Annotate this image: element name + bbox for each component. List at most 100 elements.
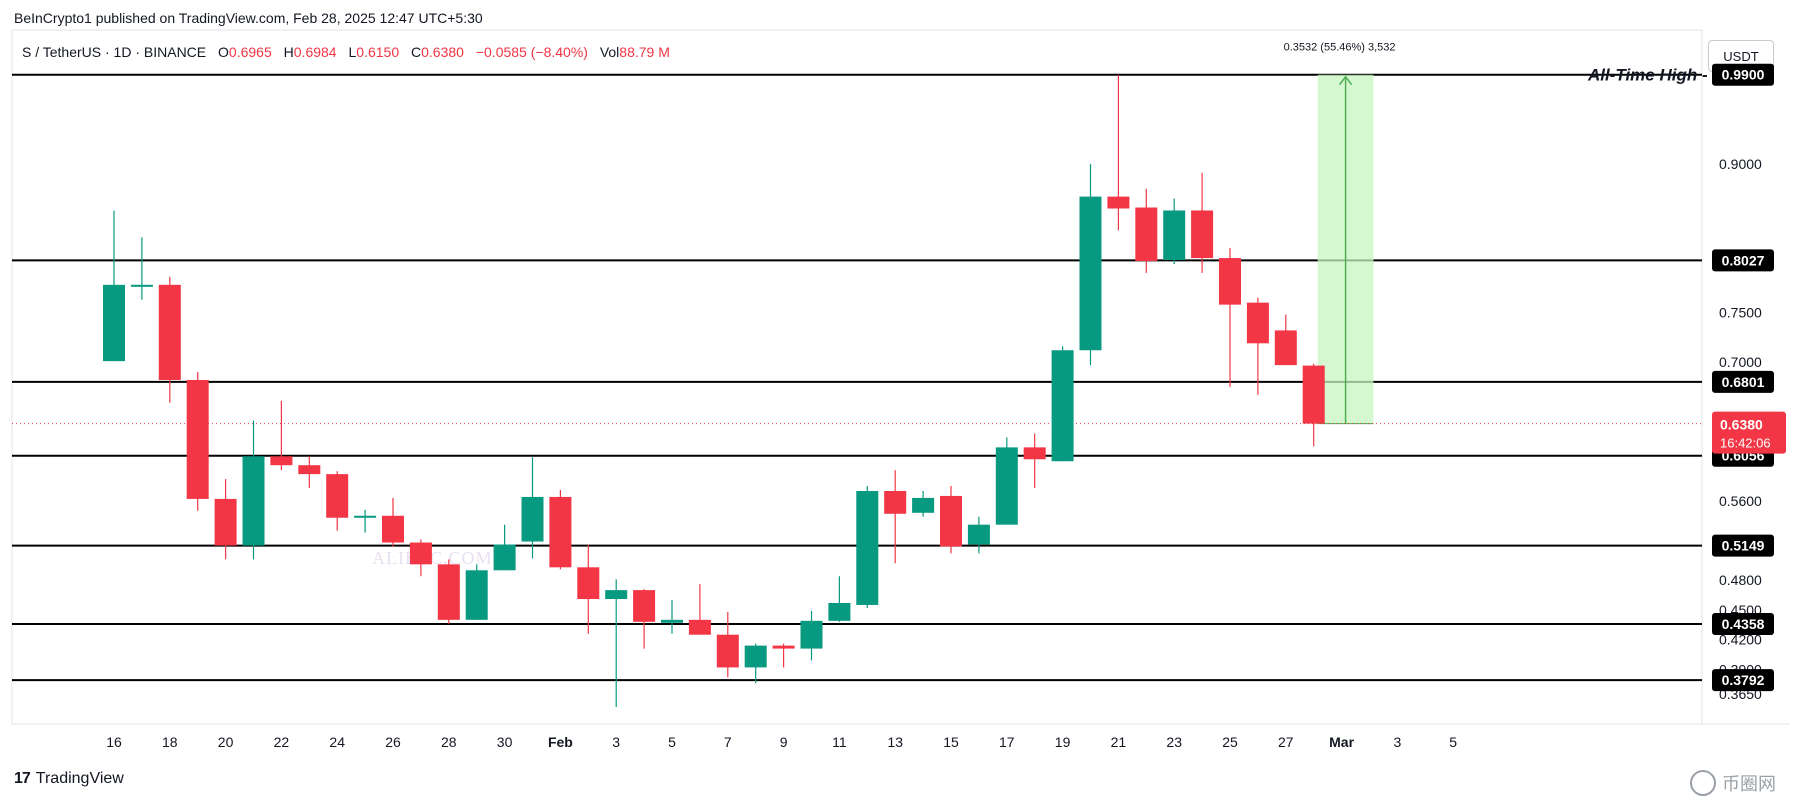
ath-annotation: All-Time High - (1587, 66, 1708, 85)
candle-body (995, 447, 1018, 525)
y-tick-label: 0.9000 (1719, 156, 1762, 172)
high-label: H (283, 44, 294, 60)
candle-body (1191, 210, 1214, 259)
x-tick-label: Mar (1329, 734, 1354, 750)
site-mark-text: 币圈网 (1722, 774, 1776, 794)
y-tick-label: 0.7500 (1719, 305, 1762, 321)
x-tick-label: 21 (1111, 734, 1127, 750)
candle-body (409, 542, 432, 565)
level-badge (1712, 249, 1774, 272)
x-tick-label: 20 (218, 734, 234, 750)
tradingview-brand: TradingView (35, 770, 124, 787)
coin-logo-icon (1690, 770, 1716, 796)
high-value: 0.6984 (293, 44, 337, 60)
level-badge (1712, 63, 1774, 86)
level-badge-label: 0.5149 (1722, 538, 1765, 554)
candle-body (912, 497, 935, 513)
candle-body (967, 524, 990, 545)
candle-body (1079, 196, 1102, 351)
tradingview-logo-icon: 17 (14, 770, 31, 787)
x-tick-label: 22 (274, 734, 290, 750)
low-label: L (348, 44, 357, 60)
plot-border (11, 29, 1703, 725)
x-tick-label: 18 (162, 734, 178, 750)
y-tick-label: 0.5600 (1719, 493, 1762, 509)
candle-body (158, 284, 181, 380)
x-tick-label: 11 (832, 734, 847, 750)
x-tick-label: Feb (548, 734, 573, 750)
close-label: C (411, 44, 422, 60)
candle-body (688, 619, 711, 635)
candle-body (633, 590, 656, 622)
candle-body (1107, 196, 1130, 209)
candle-body (577, 567, 600, 600)
level-badge (1712, 534, 1774, 557)
level-badge-label: 0.8027 (1722, 252, 1765, 268)
vol-label: Vol (599, 44, 620, 60)
x-tick-label: 24 (329, 734, 345, 750)
y-tick-label: 0.7000 (1719, 354, 1762, 370)
open-label: O (218, 44, 229, 60)
x-tick-label: 5 (668, 734, 676, 750)
candle-body (186, 379, 209, 499)
current-price-badge (1712, 411, 1786, 454)
candle-body (1246, 302, 1269, 344)
x-tick-label: 9 (780, 734, 788, 750)
candle-body (382, 515, 404, 543)
candle-body (521, 496, 544, 542)
candle-body (800, 620, 823, 649)
candle-body (103, 284, 125, 362)
level-badge (1712, 669, 1774, 692)
x-tick-label: 5 (1449, 734, 1457, 750)
level-badge-label: 0.4358 (1722, 616, 1765, 632)
candle-body (828, 602, 851, 621)
candle-body (716, 634, 739, 668)
publisher-header: BeInCrypto1 published on TradingView.com… (14, 10, 483, 26)
candle-body (270, 456, 293, 466)
x-tick-label: 3 (612, 734, 620, 750)
candle-body (130, 284, 153, 287)
candle-body (1302, 365, 1325, 424)
close-value: 0.6380 (421, 44, 464, 60)
x-tick-label: 23 (1166, 734, 1182, 750)
candle-body (1219, 258, 1241, 305)
change-value: −0.0585 (−8.40%) (475, 44, 588, 60)
candle-body (242, 456, 265, 546)
candle-body (1163, 210, 1186, 261)
candle-body (1051, 350, 1074, 462)
vol-value: 88.79 M (619, 44, 670, 60)
x-tick-label: 25 (1222, 734, 1238, 750)
y-tick-label: 0.4800 (1719, 572, 1762, 588)
level-badge (1712, 613, 1774, 636)
open-value: 0.6965 (228, 44, 272, 60)
x-tick-label: 7 (724, 734, 732, 750)
x-tick-label: 30 (497, 734, 513, 750)
candle-body (661, 619, 683, 623)
symbol-legend: S / TetherUS · 1D · BINANCE O0.6965 H0.6… (22, 44, 670, 60)
candle-body (1135, 207, 1158, 262)
x-tick-label: 17 (999, 734, 1015, 750)
candle-body (298, 465, 321, 475)
candle-body (884, 490, 907, 514)
level-badge-label: 0.6801 (1722, 374, 1765, 390)
candle-body (772, 645, 795, 649)
candle-body (549, 496, 572, 568)
x-tick-label: 27 (1278, 734, 1294, 750)
measure-arrow-head-icon (1339, 75, 1353, 86)
candle-body (326, 474, 349, 518)
x-tick-label: 26 (385, 734, 401, 750)
low-value: 0.6150 (356, 44, 400, 60)
x-tick-label: 3 (1394, 734, 1402, 750)
x-tick-label: 13 (887, 734, 903, 750)
candle-body (605, 590, 628, 600)
symbol-label[interactable]: S / TetherUS · 1D · BINANCE (22, 44, 207, 60)
candle-body (465, 570, 488, 620)
current-price-label: 0.6380 (1720, 417, 1763, 433)
candle-body (856, 490, 879, 605)
measure-label: 0.3532 (55.46%) 3,532 (1284, 42, 1396, 54)
candle-body (1023, 447, 1046, 460)
tradingview-footer[interactable]: 17 TradingView (14, 770, 124, 788)
y-tick-label: 0.4200 (1719, 632, 1762, 648)
candle-body (1274, 330, 1297, 366)
